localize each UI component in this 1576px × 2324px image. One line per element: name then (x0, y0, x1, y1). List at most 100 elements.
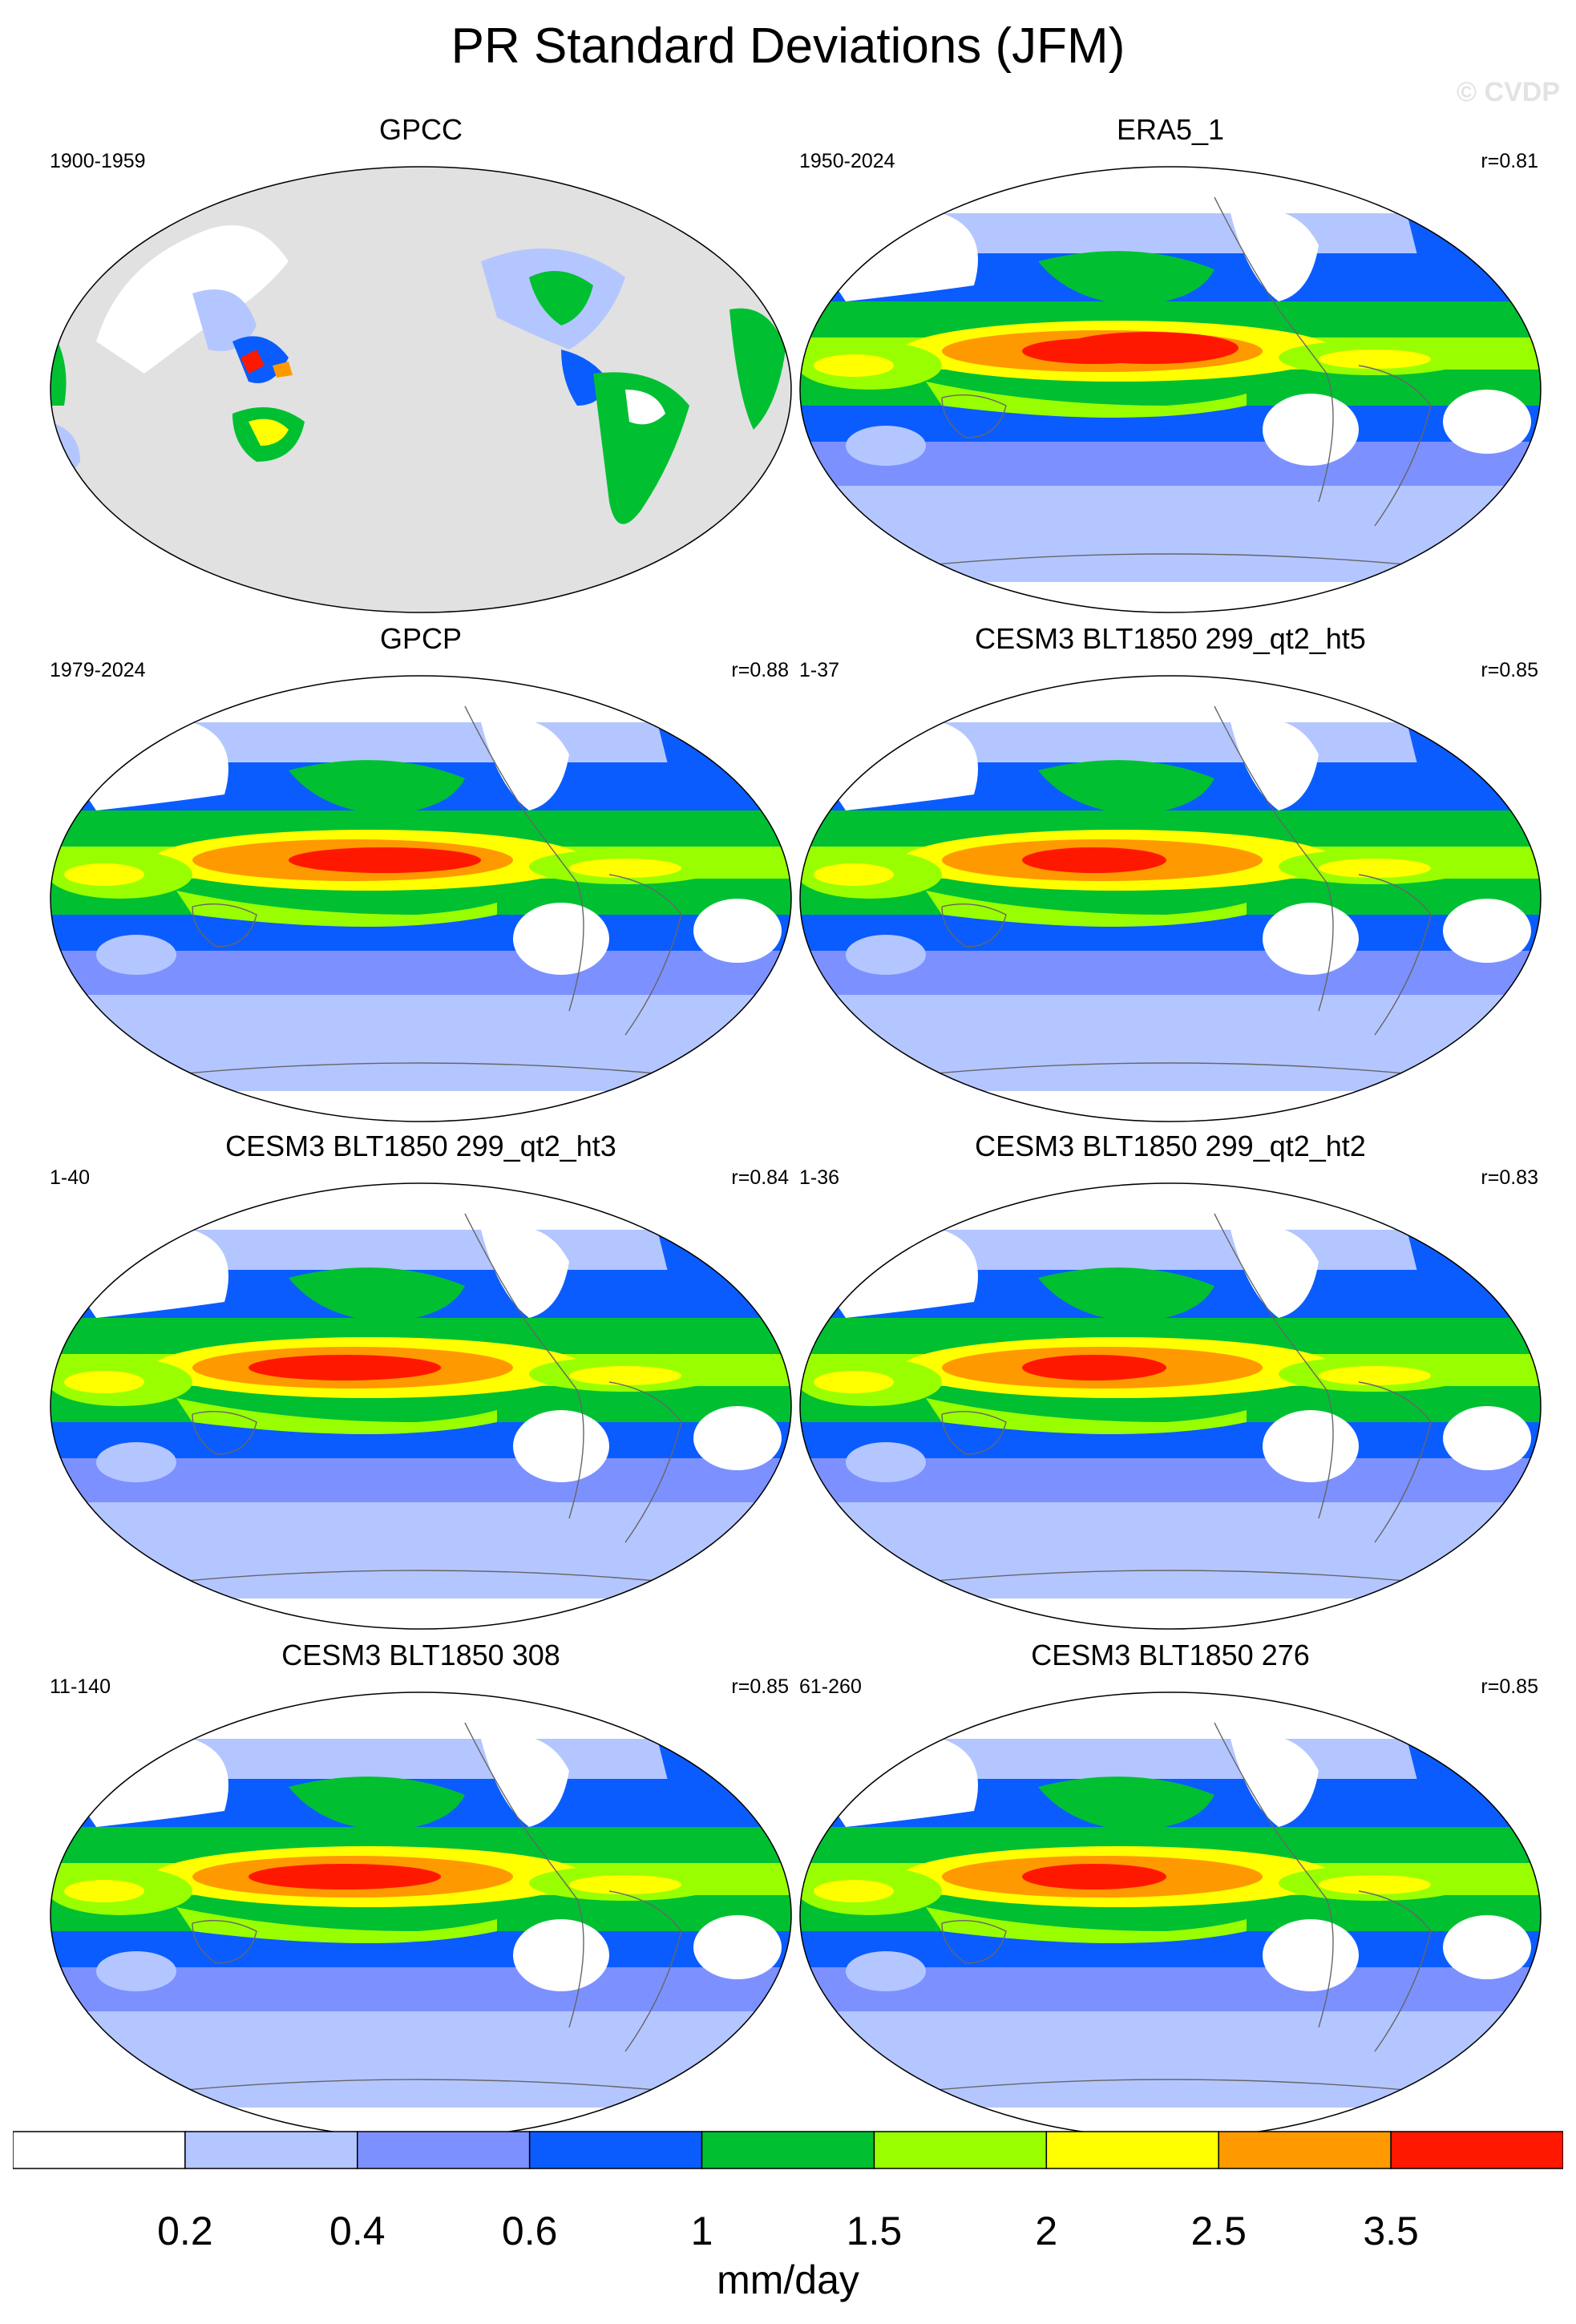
precip-band (51, 1091, 791, 1122)
precip-map (50, 166, 792, 613)
panel-period: 11-140 (50, 1675, 111, 1698)
coastline (1358, 365, 1432, 527)
panel-period: 1-36 (799, 1166, 840, 1189)
coastline (464, 1213, 584, 1519)
precip-map (50, 675, 792, 1122)
spcz-band (926, 891, 1247, 927)
panel-period: 61-260 (799, 1675, 862, 1698)
panel-correlation: r=0.88 (731, 659, 789, 681)
coastline (464, 705, 584, 1012)
north-pacific-storm (1038, 760, 1214, 814)
atlantic-itcz-core (1319, 1875, 1431, 1894)
spcz-band (176, 1398, 497, 1434)
colorbar-tick-label: 0.2 (157, 2209, 213, 2253)
coastline (1358, 874, 1432, 1036)
precip-band (800, 582, 1541, 612)
map-outline (50, 1182, 792, 1630)
map-panel: CESM3 BLT1850 308 11-140 r=0.85 (48, 1638, 794, 2139)
map-outline (50, 675, 792, 1122)
panel-title: ERA5_1 (1116, 113, 1225, 146)
panel-correlation: r=0.83 (1481, 1166, 1538, 1189)
precip-region (240, 350, 265, 374)
north-america-dry (1230, 209, 1319, 301)
precip-map (799, 1691, 1542, 2139)
map-panel: GPCC 1900-1959 (48, 112, 794, 613)
colorbar-tick-label: 1 (690, 2209, 713, 2253)
colorbar-segment (357, 2131, 531, 2169)
map-outline (50, 166, 792, 613)
colorbar-tick-label: 1.5 (846, 2209, 903, 2253)
coastline (464, 1722, 584, 2028)
precip-region (273, 362, 293, 378)
north-america-dry (481, 718, 569, 810)
dry-zone-s-atlantic (693, 1406, 782, 1470)
dry-zone-s-atlantic (1443, 1406, 1531, 1470)
dry-zone-indian (96, 1442, 176, 1482)
indian-ocean-core (814, 863, 894, 886)
panel-period: 1950-2024 (799, 150, 895, 172)
coastline (917, 1570, 1424, 1583)
precip-band (800, 2011, 1541, 2067)
dry-zone-se-pacific (1263, 1919, 1359, 1991)
coastline (608, 1381, 682, 1543)
map-outline (799, 1182, 1542, 1630)
precip-map (799, 166, 1542, 613)
panel-title: CESM3 BLT1850 299_qt2_ht5 (975, 622, 1366, 655)
north-america-dry (1230, 718, 1319, 810)
north-atlantic-storm (657, 1230, 737, 1296)
dry-zone-indian (846, 1951, 926, 1991)
colorbar-segment (701, 2131, 875, 2169)
dry-zone-se-pacific (1263, 394, 1359, 466)
north-pacific-storm (1038, 1776, 1214, 1831)
asia-dry (64, 1228, 228, 1318)
north-atlantic-storm (1407, 1739, 1487, 1805)
spcz-band (926, 382, 1247, 418)
asia-dry (814, 1737, 978, 1827)
figure-title: PR Standard Deviations (JFM) (451, 18, 1125, 74)
itcz-red (1022, 1864, 1166, 1890)
north-atlantic-storm (1407, 1230, 1487, 1296)
coastline (168, 1062, 674, 1076)
panel-title: CESM3 BLT1850 276 (1031, 1639, 1310, 1671)
colorbar-tick-label: 3.5 (1363, 2209, 1419, 2253)
map-panel: CESM3 BLT1850 299_qt2_ht2 1-36 r=0.83 (798, 1129, 1543, 1630)
coastline (1358, 1890, 1432, 2052)
precip-band (800, 1502, 1541, 1558)
indian-ocean-core (814, 1371, 894, 1393)
panel-period: 1-37 (799, 659, 840, 681)
dry-zone-se-pacific (1263, 1410, 1359, 1482)
itcz-red (1022, 847, 1166, 873)
coastline (192, 1920, 257, 1964)
north-atlantic-storm (1407, 722, 1487, 789)
map-panel: CESM3 BLT1850 299_qt2_ht5 1-37 r=0.85 (798, 621, 1543, 1122)
cvdp-watermark: © CVDP (1457, 77, 1560, 107)
dry-zone-se-pacific (513, 1410, 609, 1482)
panel-correlation: r=0.81 (1481, 150, 1538, 172)
colorbar-segment (1390, 2131, 1563, 2169)
coastline (941, 1411, 1007, 1455)
dry-zone-indian (96, 1951, 176, 1991)
itcz-red (249, 1355, 441, 1380)
colorbar-units: mm/day (717, 2257, 859, 2302)
north-atlantic-storm (1407, 213, 1487, 280)
north-america-dry (1230, 1226, 1319, 1318)
precip-band (51, 995, 791, 1051)
precip-region (593, 372, 689, 524)
coastline (917, 553, 1424, 567)
coastline (1214, 705, 1334, 1012)
dry-zone-s-atlantic (1443, 390, 1531, 454)
atlantic-itcz-core (569, 859, 681, 878)
coastline (917, 2079, 1424, 2092)
dry-zone-se-pacific (1263, 903, 1359, 975)
colorbar-segment (528, 2131, 703, 2169)
atlantic-itcz-core (1319, 350, 1431, 369)
precip-region (192, 289, 257, 351)
precip-region (249, 418, 289, 446)
precip-band (51, 1183, 791, 1230)
precip-band (800, 1599, 1541, 1629)
colorbar-tick-label: 2 (1035, 2209, 1058, 2253)
map-panel: ERA5_1 1950-2024 r=0.81 (798, 112, 1543, 613)
indian-ocean-core (814, 1880, 894, 1902)
panel-correlation: r=0.85 (1481, 1675, 1538, 1698)
colorbar-segment (1045, 2131, 1219, 2169)
